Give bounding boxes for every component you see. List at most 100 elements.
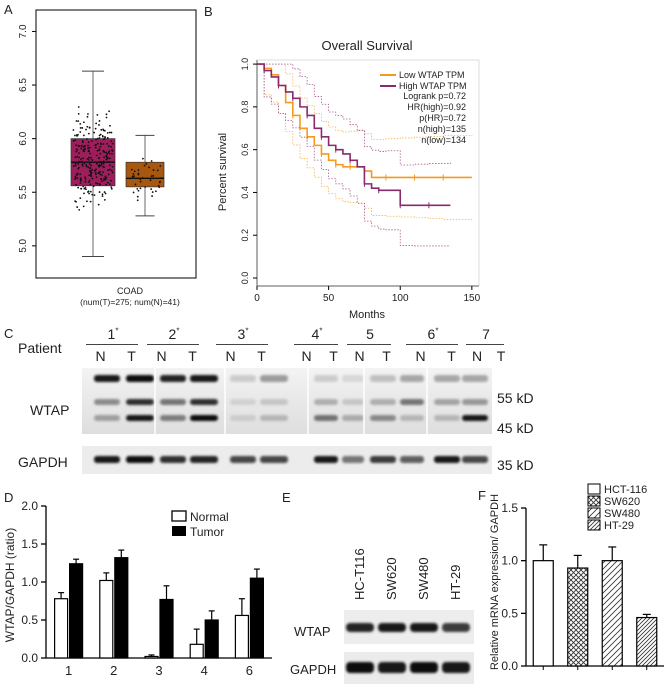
a-point [105,116,108,119]
b-frame [256,59,480,287]
a-point [87,158,90,161]
c-wtap-band [462,399,488,405]
a-point [100,177,103,180]
c-wtap-band [400,375,424,382]
a-point [87,141,90,144]
a-point [83,162,86,165]
c-wtap-band [126,375,154,382]
a-point [76,135,78,137]
a-point [75,120,78,122]
a-point [158,181,161,184]
a-point [110,131,113,134]
a-point [111,149,113,151]
a-point [110,145,112,148]
a-point [108,164,111,167]
a-point [79,127,82,129]
f-legend-swatch-1 [587,495,601,507]
panel-label-a: A [4,2,13,17]
a-point [137,169,140,171]
a-point [98,124,100,126]
a-point [88,192,90,195]
d-xtick-label-3: 4 [201,663,208,678]
a-point [109,124,111,127]
c-wtap-band [370,399,396,405]
lane-label: N [301,348,312,364]
a-ytick-label-4: 7.0 [18,24,29,38]
panel-label-b: B [204,4,213,19]
a-point [111,171,114,174]
a-point [77,186,80,189]
c-wtap-band [190,415,218,421]
a-point [93,194,96,197]
f-bar-SW620 [567,567,589,667]
a-point [80,160,83,163]
a-point [104,177,107,180]
a-point [77,120,80,123]
a-point [79,197,82,200]
a-point [102,161,105,164]
e-gapdh-label: GAPDH [290,662,337,677]
a-point [87,181,90,183]
c-wtap-band [126,399,154,405]
a-point [154,190,157,193]
a-point [88,179,91,182]
a-point [74,156,77,159]
blot-panel-c: Patient 1* N T 2* N T 3* N T 4* N T 5 N T 6* N T 7 N T WTAP … [0,326,670,480]
a-point [88,167,91,170]
a-point [88,174,91,177]
a-point [77,106,80,108]
panel-label-f: F [478,488,486,503]
a-point [75,150,78,153]
a-point [80,144,83,147]
a-point [80,158,82,160]
f-bar-HT-29 [636,616,658,667]
c-wtap-band [94,375,120,382]
a-point [107,160,110,163]
b-ci-1-1 [257,63,451,247]
a-point [143,164,146,167]
a-point [84,148,86,150]
c-gapdh-band [126,456,154,463]
a-point [107,169,109,172]
a-point [150,175,153,178]
lane-label: T [447,348,456,364]
a-point [89,146,91,149]
a-point [78,152,80,155]
a-point [79,182,82,185]
f-bar-SW480 [601,560,623,667]
a-point [76,206,79,208]
a-point [139,180,142,183]
a-point [97,172,100,174]
a-point [95,182,97,184]
lane-label: N [95,348,106,364]
a-point [91,159,94,161]
a-point [79,177,82,180]
a-point [92,185,95,188]
a-point [96,162,98,165]
d-xtick-label-1: 2 [110,663,117,678]
b-ytick-label-5: 1.0 [240,58,250,71]
d-bar-normal-2 [99,579,114,659]
a-point [85,164,88,166]
panel-label-c: C [4,326,14,341]
a-point [94,146,97,149]
a-ytick-label-2: 6.0 [18,131,29,145]
a-point [79,122,82,125]
a-point [88,156,90,159]
patient-bracket-6 [406,344,458,345]
a-point [99,145,102,148]
a-point [81,165,84,167]
stat-phr: p(HR)=0.72 [419,113,466,123]
c-gapdh-band [230,456,256,463]
a-point [91,193,94,196]
c-gapdh-band [190,456,218,463]
a-point [156,169,159,172]
a-point [110,169,113,172]
e-blot-image [344,610,474,684]
c-wtap-label: WTAP [30,402,70,418]
a-point [98,164,101,166]
a-point [106,142,109,145]
d-ytick-label-4: 2.0 [21,499,38,513]
e-gapdh-band [378,662,406,673]
a-point [139,178,142,180]
